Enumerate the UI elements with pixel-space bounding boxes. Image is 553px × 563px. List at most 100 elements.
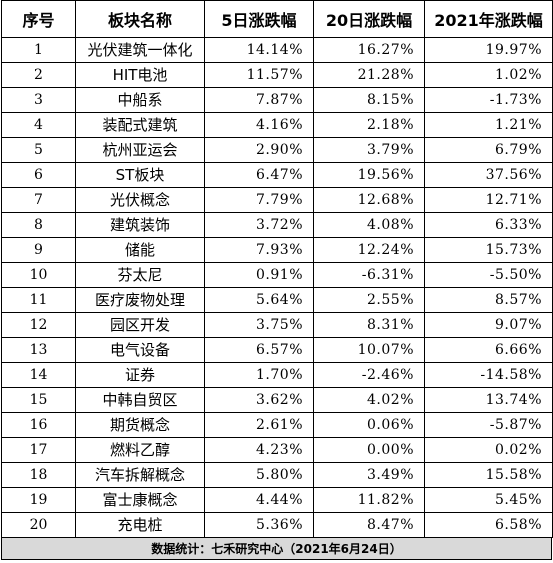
cell-sector-name: 医疗废物处理 xyxy=(75,287,205,313)
cell-index: 13 xyxy=(1,337,76,363)
cell-index: 7 xyxy=(1,187,76,213)
cell-2021-change: 1.02% xyxy=(424,62,553,88)
cell-20day-change: 2.18% xyxy=(313,112,425,138)
cell-5day-change: 5.64% xyxy=(204,287,314,313)
cell-index: 8 xyxy=(1,212,76,238)
cell-sector-name: 芬太尼 xyxy=(75,262,205,288)
cell-20day-change: 12.24% xyxy=(313,237,425,263)
cell-2021-change: 8.57% xyxy=(424,287,553,313)
cell-sector-name: 电气设备 xyxy=(75,337,205,363)
table-row: 19 富士康概念 4.44% 11.82% 5.45% xyxy=(1,487,553,513)
header-20day-change: 20日涨跌幅 xyxy=(313,0,425,38)
cell-index: 11 xyxy=(1,287,76,313)
cell-20day-change: 16.27% xyxy=(313,37,425,63)
cell-5day-change: 7.93% xyxy=(204,237,314,263)
cell-sector-name: 园区开发 xyxy=(75,312,205,338)
cell-20day-change: 2.55% xyxy=(313,287,425,313)
table-row: 5 杭州亚运会 2.90% 3.79% 6.79% xyxy=(1,137,553,163)
header-sector-name: 板块名称 xyxy=(75,0,205,38)
cell-index: 2 xyxy=(1,62,76,88)
header-index: 序号 xyxy=(1,0,76,38)
cell-5day-change: 2.90% xyxy=(204,137,314,163)
table-row: 2 HIT电池 11.57% 21.28% 1.02% xyxy=(1,62,553,88)
cell-5day-change: 4.44% xyxy=(204,487,314,513)
cell-index: 1 xyxy=(1,37,76,63)
table-row: 15 中韩自贸区 3.62% 4.02% 13.74% xyxy=(1,387,553,413)
cell-2021-change: 6.79% xyxy=(424,137,553,163)
cell-5day-change: 3.75% xyxy=(204,312,314,338)
cell-2021-change: 19.97% xyxy=(424,37,553,63)
cell-sector-name: 充电桩 xyxy=(75,512,205,538)
cell-index: 18 xyxy=(1,462,76,488)
cell-20day-change: 0.00% xyxy=(313,437,425,463)
cell-2021-change: 15.58% xyxy=(424,462,553,488)
cell-2021-change: 6.33% xyxy=(424,212,553,238)
cell-2021-change: 6.58% xyxy=(424,512,553,538)
cell-sector-name: 装配式建筑 xyxy=(75,112,205,138)
cell-index: 15 xyxy=(1,387,76,413)
cell-20day-change: 8.15% xyxy=(313,87,425,113)
cell-sector-name: 汽车拆解概念 xyxy=(75,462,205,488)
source-footer: 数据统计：七禾研究中心（2021年6月24日） xyxy=(1,538,552,560)
cell-5day-change: 7.87% xyxy=(204,87,314,113)
cell-5day-change: 4.23% xyxy=(204,437,314,463)
table-row: 11 医疗废物处理 5.64% 2.55% 8.57% xyxy=(1,287,553,313)
cell-20day-change: 8.31% xyxy=(313,312,425,338)
cell-2021-change: 15.73% xyxy=(424,237,553,263)
cell-2021-change: 13.74% xyxy=(424,387,553,413)
cell-5day-change: 3.72% xyxy=(204,212,314,238)
header-5day-change: 5日涨跌幅 xyxy=(204,0,314,38)
cell-5day-change: 6.57% xyxy=(204,337,314,363)
cell-sector-name: 中韩自贸区 xyxy=(75,387,205,413)
cell-index: 6 xyxy=(1,162,76,188)
cell-20day-change: 12.68% xyxy=(313,187,425,213)
cell-2021-change: 12.71% xyxy=(424,187,553,213)
cell-sector-name: 中船系 xyxy=(75,87,205,113)
cell-sector-name: 富士康概念 xyxy=(75,487,205,513)
cell-5day-change: 7.79% xyxy=(204,187,314,213)
cell-20day-change: 21.28% xyxy=(313,62,425,88)
cell-20day-change: 10.07% xyxy=(313,337,425,363)
table-row: 17 燃料乙醇 4.23% 0.00% 0.02% xyxy=(1,437,553,463)
cell-20day-change: -6.31% xyxy=(313,262,425,288)
cell-5day-change: 14.14% xyxy=(204,37,314,63)
cell-2021-change: -5.87% xyxy=(424,412,553,438)
header-2021-change: 2021年涨跌幅 xyxy=(424,0,553,38)
cell-5day-change: 5.80% xyxy=(204,462,314,488)
cell-20day-change: -2.46% xyxy=(313,362,425,388)
cell-2021-change: -14.58% xyxy=(424,362,553,388)
cell-5day-change: 2.61% xyxy=(204,412,314,438)
cell-5day-change: 11.57% xyxy=(204,62,314,88)
table-row: 10 芬太尼 0.91% -6.31% -5.50% xyxy=(1,262,553,288)
table-row: 12 园区开发 3.75% 8.31% 9.07% xyxy=(1,312,553,338)
cell-20day-change: 8.47% xyxy=(313,512,425,538)
cell-sector-name: HIT电池 xyxy=(75,62,205,88)
cell-sector-name: 期货概念 xyxy=(75,412,205,438)
cell-2021-change: 1.21% xyxy=(424,112,553,138)
header-row: 序号 板块名称 5日涨跌幅 20日涨跌幅 2021年涨跌幅 xyxy=(1,0,553,38)
table-header: 序号 板块名称 5日涨跌幅 20日涨跌幅 2021年涨跌幅 xyxy=(1,0,553,38)
cell-index: 12 xyxy=(1,312,76,338)
cell-20day-change: 4.08% xyxy=(313,212,425,238)
table-row: 18 汽车拆解概念 5.80% 3.49% 15.58% xyxy=(1,462,553,488)
cell-5day-change: 1.70% xyxy=(204,362,314,388)
cell-sector-name: 建筑装饰 xyxy=(75,212,205,238)
cell-2021-change: 9.07% xyxy=(424,312,553,338)
cell-5day-change: 3.62% xyxy=(204,387,314,413)
cell-sector-name: 储能 xyxy=(75,237,205,263)
table-row: 7 光伏概念 7.79% 12.68% 12.71% xyxy=(1,187,553,213)
cell-20day-change: 11.82% xyxy=(313,487,425,513)
cell-index: 14 xyxy=(1,362,76,388)
table-row: 14 证券 1.70% -2.46% -14.58% xyxy=(1,362,553,388)
cell-2021-change: 37.56% xyxy=(424,162,553,188)
table-row: 3 中船系 7.87% 8.15% -1.73% xyxy=(1,87,553,113)
table-row: 9 储能 7.93% 12.24% 15.73% xyxy=(1,237,553,263)
table-row: 1 光伏建筑一体化 14.14% 16.27% 19.97% xyxy=(1,37,553,63)
cell-sector-name: 证券 xyxy=(75,362,205,388)
cell-20day-change: 0.06% xyxy=(313,412,425,438)
cell-20day-change: 3.49% xyxy=(313,462,425,488)
table-row: 8 建筑装饰 3.72% 4.08% 6.33% xyxy=(1,212,553,238)
cell-index: 10 xyxy=(1,262,76,288)
cell-index: 5 xyxy=(1,137,76,163)
